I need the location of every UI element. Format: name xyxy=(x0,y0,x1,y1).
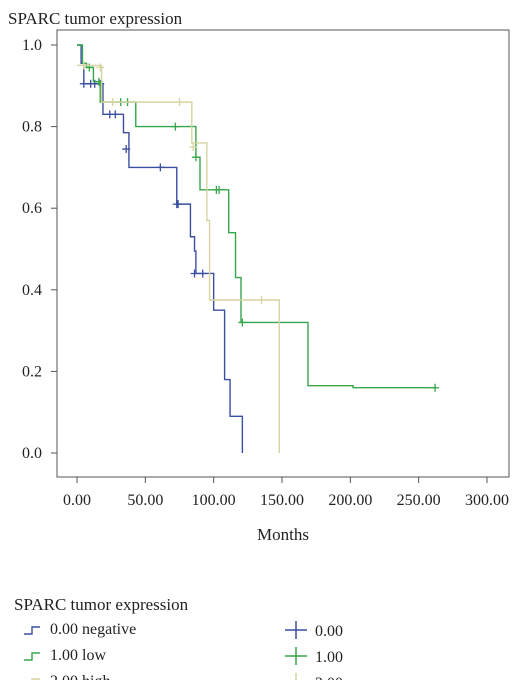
x-tick-label: 50.00 xyxy=(127,492,163,509)
survival-line xyxy=(77,44,244,453)
legend: 0.00 negative 0.00 1.00 low 1.00 2.00 high 2.… xyxy=(24,621,343,680)
y-tick-label: 0.6 xyxy=(22,200,42,217)
censor-mark xyxy=(257,296,266,304)
x-tick-label: 0.00 xyxy=(63,492,91,509)
x-axis-label: Months xyxy=(257,525,309,544)
legend-series-label: 2.00 high xyxy=(50,673,110,680)
censor-mark xyxy=(189,143,198,151)
x-tick-label: 150.00 xyxy=(260,492,304,509)
censor-mark xyxy=(174,200,183,209)
legend-censor-swatch xyxy=(285,647,307,665)
legend-censor-swatch xyxy=(295,673,297,680)
censor-mark xyxy=(431,383,440,392)
survival-line xyxy=(77,64,280,453)
x-axis: 0.00 50.00 100.00 150.00 200.00 250.00 300.00 xyxy=(63,477,509,509)
series-2 xyxy=(77,61,280,453)
x-tick-label: 200.00 xyxy=(328,492,372,509)
censor-mark xyxy=(96,63,105,72)
censor-mark xyxy=(191,153,200,162)
censor-mark xyxy=(122,145,131,154)
survival-line xyxy=(77,44,436,389)
series-layer xyxy=(77,44,440,453)
censor-mark xyxy=(198,269,207,278)
series-0 xyxy=(77,44,244,453)
x-tick-label: 300.00 xyxy=(465,492,509,509)
censor-mark xyxy=(215,185,224,194)
x-tick-label: 100.00 xyxy=(192,492,236,509)
x-tick-label: 250.00 xyxy=(397,492,441,509)
legend-line-swatch xyxy=(24,626,40,635)
legend-series-label: 0.00 negative xyxy=(50,621,136,638)
censor-mark xyxy=(111,110,120,119)
censor-mark xyxy=(171,122,180,131)
plot-frame xyxy=(56,29,510,478)
legend-line-swatch xyxy=(31,678,40,680)
censor-mark xyxy=(156,163,165,172)
legend-censor-label: 2.00 xyxy=(315,675,343,680)
legend-series-label: 1.00 low xyxy=(50,647,106,664)
y-tick-label: 0.2 xyxy=(22,363,42,380)
y-tick-label: 1.0 xyxy=(22,37,42,54)
y-tick-label: 0.0 xyxy=(22,445,42,462)
censor-mark xyxy=(108,98,117,107)
censor-mark xyxy=(79,61,88,70)
legend-line-swatch xyxy=(24,652,40,661)
series-1 xyxy=(77,44,440,392)
censor-mark xyxy=(238,318,247,327)
y-tick-label: 0.4 xyxy=(22,282,42,299)
legend-censor-label: 1.00 xyxy=(315,649,343,666)
censor-mark xyxy=(79,79,88,88)
chart-title: SPARC tumor expression xyxy=(8,9,183,28)
y-axis: 0.0 0.2 0.4 0.6 0.8 1.0 xyxy=(22,37,57,462)
y-tick-label: 0.8 xyxy=(22,119,42,136)
legend-title: SPARC tumor expression xyxy=(14,595,189,614)
legend-censor-swatch xyxy=(285,621,307,639)
censor-mark xyxy=(175,98,184,107)
legend-censor-label: 0.00 xyxy=(315,623,343,640)
censor-mark xyxy=(190,269,199,278)
